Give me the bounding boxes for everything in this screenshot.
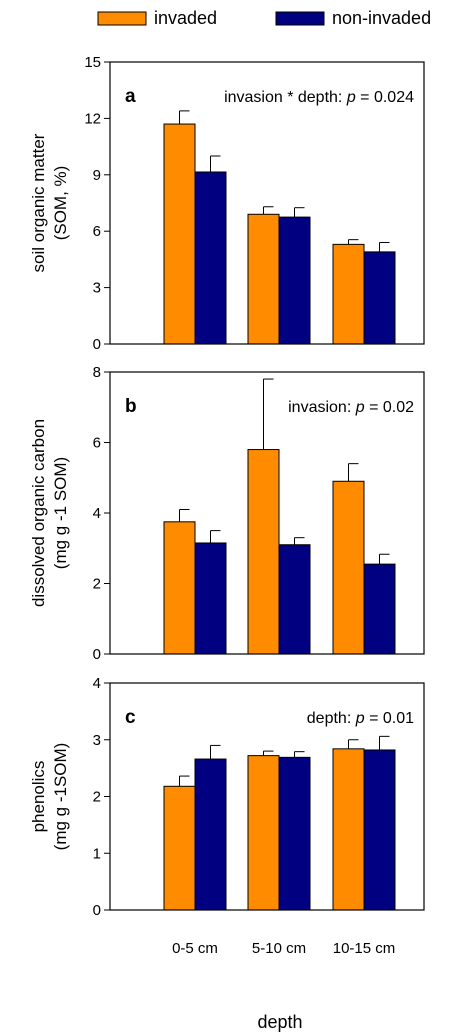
annotation-b: invasion: p = 0.02 (288, 399, 414, 416)
panel-label-c: c (125, 707, 136, 728)
bar-a-non-invaded-1 (278, 216, 311, 345)
panel-b: 0 2 4 6 8 b invasion: p = 0.02 dissolved organi… (29, 364, 425, 663)
bar-c-invaded-1 (247, 755, 280, 911)
annotation-c: depth: p = 0.01 (307, 710, 414, 727)
y-axis-label-b: dissolved organic carbon (mg g -1 SOM) (29, 419, 70, 607)
y-tick-label-b-3: 6 (93, 435, 101, 452)
y-tick-label-b-2: 4 (93, 505, 101, 522)
bar-b-invaded-0 (163, 521, 196, 655)
y-tick-label-c-0: 0 (93, 902, 101, 919)
x-axis-label: depth (257, 1012, 302, 1032)
y-tick-label-b-0: 0 (93, 646, 101, 663)
y-tick-label-b-1: 2 (93, 576, 101, 593)
legend-label-invaded: invaded (154, 8, 217, 28)
bar-a-invaded-2 (332, 243, 365, 345)
y-tick-label-a-1: 3 (93, 280, 101, 297)
legend-swatch-non-invaded (275, 11, 325, 26)
x-tick-label-1: 5-10 cm (252, 940, 306, 957)
y-tick-label-a-4: 12 (84, 110, 101, 127)
bar-b-non-invaded-0 (194, 542, 227, 655)
y-tick-label-a-3: 9 (93, 167, 101, 184)
y-axis-label-c: phenolics (mg g -1SOM) (29, 743, 70, 851)
plot-frame-c (109, 682, 425, 911)
x-tick-labels: 0-5 cm 5-10 cm 10-15 cm (172, 940, 395, 957)
y-tick-label-a-2: 6 (93, 223, 101, 240)
bar-c-invaded-2 (332, 748, 365, 911)
y-tick-label-c-1: 1 (93, 845, 101, 862)
panel-a: 0 3 6 9 12 15 a invasion * depth: p = 0.024 soil… (29, 54, 425, 353)
legend: invaded non-invaded (97, 8, 431, 28)
x-tick-label-2: 10-15 cm (333, 940, 396, 957)
bar-b-invaded-2 (332, 480, 365, 655)
bar-a-invaded-1 (247, 213, 280, 345)
y-axis-label-a: soil organic matter (SOM, %) (29, 133, 70, 272)
panel-label-a: a (125, 86, 136, 107)
panel-label-b: b (125, 396, 137, 417)
plot-frame-b (109, 371, 425, 655)
bar-c-non-invaded-2 (363, 749, 396, 911)
y-tick-label-c-4: 4 (93, 675, 101, 692)
bar-c-non-invaded-1 (278, 756, 311, 911)
bar-b-invaded-1 (247, 449, 280, 655)
y-tick-label-a-0: 0 (93, 336, 101, 353)
bar-a-invaded-0 (163, 123, 196, 345)
bar-c-non-invaded-0 (194, 758, 227, 911)
bar-a-non-invaded-0 (194, 171, 227, 345)
bar-b-non-invaded-2 (363, 563, 396, 655)
y-tick-label-c-3: 3 (93, 732, 101, 749)
x-tick-label-0: 0-5 cm (172, 940, 218, 957)
panel-c: 0 1 2 3 4 c depth: p = 0.01 phenolics (mg g -1SO… (29, 675, 425, 919)
y-tick-label-a-5: 15 (84, 54, 101, 71)
legend-swatch-invaded (97, 11, 147, 26)
legend-label-non-invaded: non-invaded (332, 8, 431, 28)
y-tick-label-c-2: 2 (93, 789, 101, 806)
y-tick-label-b-4: 8 (93, 364, 101, 381)
bar-a-non-invaded-2 (363, 251, 396, 345)
annotation-a: invasion * depth: p = 0.024 (224, 89, 414, 106)
bar-b-non-invaded-1 (278, 544, 311, 655)
bar-c-invaded-0 (163, 785, 196, 911)
plot-frame-a (109, 61, 425, 345)
